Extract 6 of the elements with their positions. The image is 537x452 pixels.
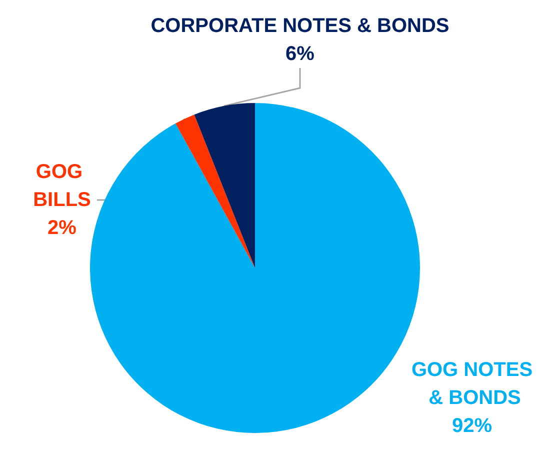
slice-label: CORPORATE NOTES & BONDS <box>150 15 450 37</box>
slice-label: GOG BILLS <box>33 161 91 211</box>
slice-label: GOG NOTES & BONDS <box>411 359 533 409</box>
data-label: 6% <box>286 43 315 65</box>
data-label: 2% <box>48 217 77 239</box>
data-label: 92% <box>452 415 492 437</box>
